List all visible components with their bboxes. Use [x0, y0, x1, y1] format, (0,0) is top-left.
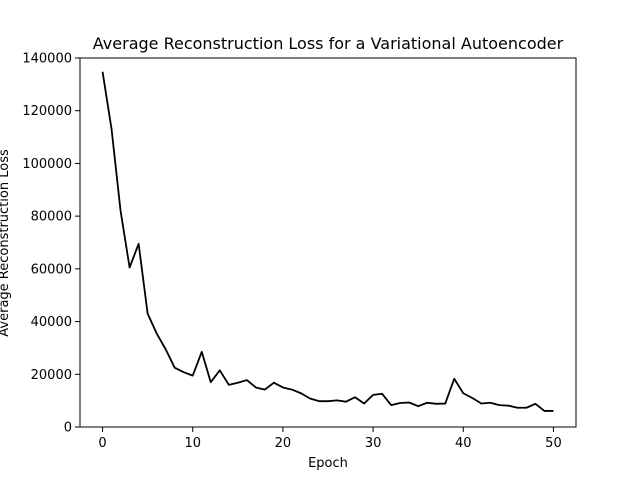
y-tick-label: 60000	[31, 262, 72, 277]
x-tick-label: 20	[275, 436, 292, 451]
plot-frame	[79, 57, 577, 428]
y-axis-ticks: 0 20000 40000 60000 80000 100000 120000 140000	[22, 52, 80, 436]
y-tick-label: 20000	[31, 368, 72, 383]
plot-area	[80, 58, 576, 427]
x-tick-label: 10	[184, 436, 201, 451]
x-axis-ticks: 0 10 20 30 40 50	[98, 427, 562, 451]
x-tick-label: 50	[545, 436, 562, 451]
x-tick-label: 40	[455, 436, 472, 451]
x-tick-label: 30	[365, 436, 382, 451]
y-tick-label: 80000	[31, 210, 72, 225]
y-tick-label: 0	[64, 421, 72, 436]
x-tick-label: 0	[98, 436, 106, 451]
series-line-0	[101, 71, 554, 412]
y-tick-label: 140000	[22, 52, 72, 67]
y-tick-label: 100000	[22, 157, 72, 172]
x-axis-label: Epoch	[308, 456, 348, 471]
series-layer	[101, 71, 554, 412]
y-tick-label: 120000	[22, 104, 72, 119]
y-tick-label: 40000	[31, 315, 72, 330]
y-axis-label: Average Reconstruction Loss	[0, 149, 12, 337]
chart-title: Average Reconstruction Loss for a Variat…	[93, 34, 564, 53]
